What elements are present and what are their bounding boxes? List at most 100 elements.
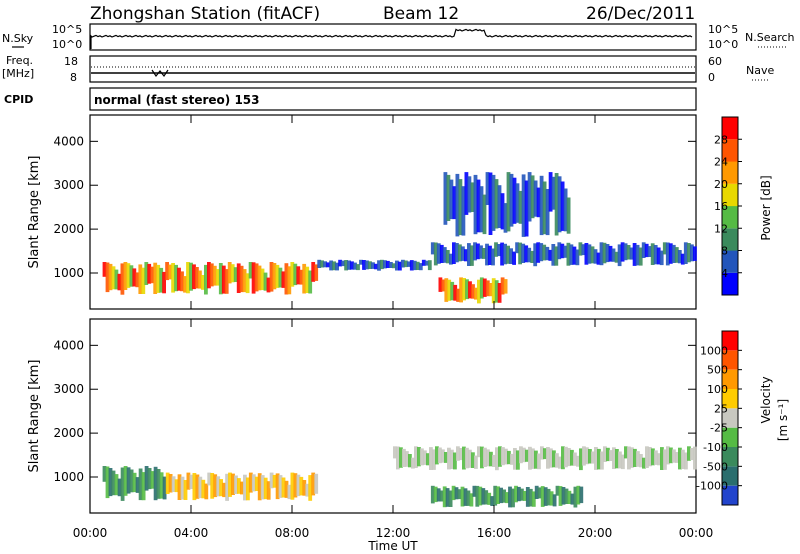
echo-cell [463, 488, 468, 506]
echo-cell [515, 242, 519, 254]
echo-cell [557, 176, 562, 233]
echo-cell [102, 262, 107, 277]
echo-cell [450, 449, 454, 469]
echo-cell [533, 180, 538, 217]
echo-cell [567, 448, 571, 467]
echo-cell [507, 450, 511, 465]
echo-cell [585, 447, 589, 465]
echo-cell [186, 262, 190, 294]
echo-cell [468, 281, 472, 299]
echo-cell [449, 253, 453, 265]
colorbar-segment [722, 427, 738, 447]
freq-label-1: Freq. [6, 54, 33, 67]
echo-cell [317, 259, 322, 268]
echo-cell [284, 263, 289, 295]
echo-cell [479, 186, 484, 233]
echo-cell [474, 455, 478, 469]
echo-cell [409, 260, 414, 271]
echo-cell [353, 262, 357, 270]
echo-cell [531, 491, 536, 507]
echo-cell [438, 277, 443, 292]
echo-cell [254, 476, 259, 491]
echo-cell [195, 474, 200, 499]
echo-cell [587, 244, 592, 264]
echo-cell [248, 262, 253, 279]
echo-cell [314, 264, 319, 281]
echo-cell [251, 474, 256, 492]
echo-cell [257, 473, 262, 501]
cpid-text: normal (fast stereo) 153 [94, 93, 260, 107]
echo-cell [452, 242, 456, 264]
echo-cell [671, 244, 676, 263]
echo-cell [518, 190, 523, 224]
echo-cell [464, 249, 468, 262]
echo-cell [423, 450, 427, 465]
echo-cell [269, 472, 274, 489]
echo-cell [609, 450, 613, 461]
echo-cell [246, 477, 250, 501]
echo-cell [513, 448, 517, 470]
echo-cell [471, 284, 475, 299]
echo-cell [524, 245, 529, 263]
echo-cell [647, 246, 652, 257]
echo-cell [545, 189, 550, 236]
echo-cell [500, 277, 505, 295]
echo-cell [362, 260, 366, 270]
echo-cell [506, 172, 511, 232]
echo-cell [600, 451, 604, 470]
echo-cell [482, 278, 487, 297]
echo-cell [269, 262, 274, 292]
echo-cell [636, 451, 640, 467]
echo-cell [677, 250, 682, 264]
power-y-axis-label: Slant Range [km] [27, 156, 42, 269]
echo-cell [446, 174, 451, 221]
echo-cell [660, 447, 664, 470]
echo-cell [450, 281, 455, 301]
echo-cell [198, 270, 202, 289]
echo-cell [439, 490, 444, 502]
echo-cell [536, 187, 541, 218]
echo-cell [467, 243, 471, 266]
echo-cell [496, 486, 500, 504]
echo-cell [195, 267, 199, 289]
echo-cell [186, 472, 191, 490]
colorbar-tick-label: 4 [721, 267, 728, 280]
echo-cell [436, 243, 441, 264]
echo-cell [540, 446, 544, 460]
echo-cell [227, 262, 232, 284]
echo-cell [663, 449, 667, 470]
echo-cell [150, 266, 155, 284]
echo-cell [399, 447, 403, 468]
echo-cell [120, 263, 125, 295]
echo-cell [281, 477, 286, 498]
echo-cell [404, 260, 408, 268]
echo-cell [442, 247, 447, 263]
echo-cell [452, 186, 457, 220]
y-tick-label: 2000 [53, 426, 84, 440]
velocity-colorbar-unit: [m s⁻¹] [776, 399, 790, 441]
echo-cell [433, 242, 438, 266]
echo-cell [477, 446, 481, 458]
echo-cell [374, 263, 378, 270]
echo-cell [495, 447, 499, 471]
echo-cell [531, 448, 535, 469]
nsearch-tick-bottom: 10^0 [708, 38, 738, 51]
echo-cell [111, 470, 116, 496]
echo-cell [453, 284, 458, 301]
echo-cell [216, 476, 221, 497]
echo-cell [602, 242, 607, 264]
x-tick-label: 04:00 [174, 526, 209, 540]
colorbar-segment [722, 206, 738, 229]
freq-spike [151, 69, 169, 78]
echo-cell [485, 280, 490, 297]
echo-cell [461, 246, 465, 261]
echo-cell [207, 472, 212, 486]
echo-cell [132, 268, 137, 287]
velocity-colorbar: 1000 500 100 25 -25 -100 -500 -1000 [696, 330, 742, 506]
echo-cell [537, 453, 541, 470]
velocity-y-axis-label: Slant Range [km] [27, 360, 42, 473]
echo-cell [159, 472, 164, 499]
echo-cell [687, 446, 691, 461]
colorbar-segment [722, 228, 738, 251]
echo-cell [635, 244, 640, 266]
